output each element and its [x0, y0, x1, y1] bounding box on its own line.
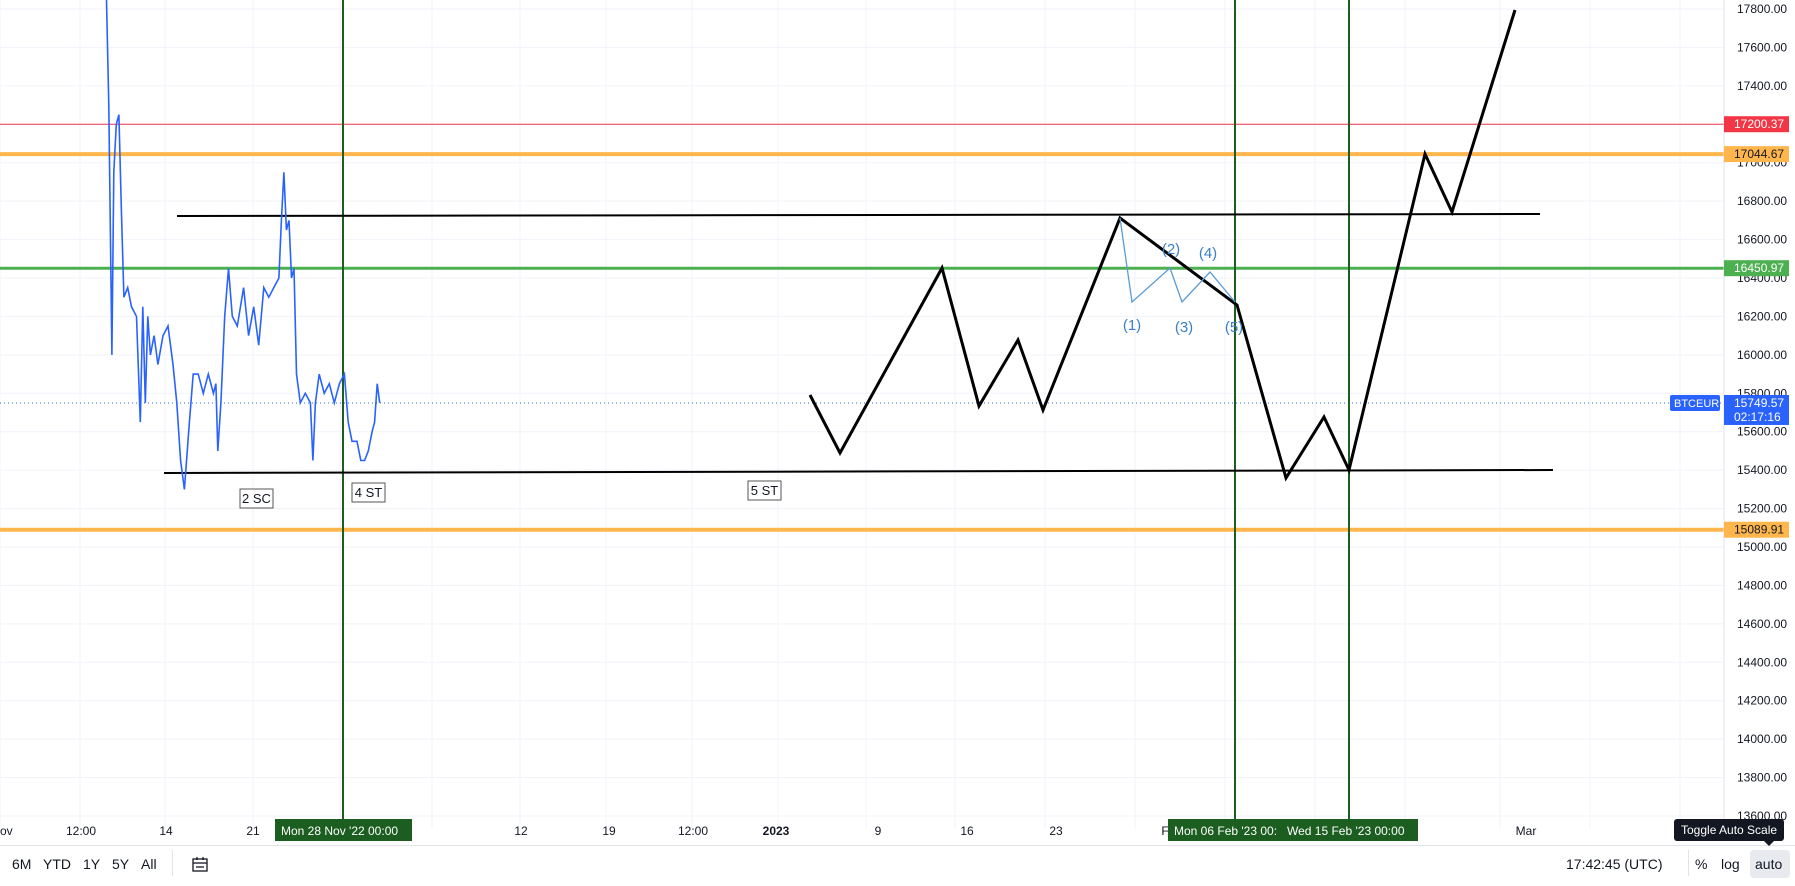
price-tick-label: 16200.00	[1737, 309, 1787, 323]
price-tick-label: 16600.00	[1737, 233, 1787, 247]
resistance-trendline	[176, 213, 1541, 217]
bottom-toolbar	[0, 845, 1795, 886]
price-tick-label: 16000.00	[1737, 348, 1787, 362]
auto-scale-button-bg[interactable]	[1750, 850, 1790, 878]
price-tick-label: 14400.00	[1737, 655, 1787, 669]
symbol-tag	[1670, 394, 1720, 411]
price-tick-label: 15000.00	[1737, 540, 1787, 554]
price-tick-label: 14800.00	[1737, 578, 1787, 592]
price-tick-label: 15600.00	[1737, 425, 1787, 439]
time-tick-label: 19	[602, 824, 616, 838]
price-tag-label: 15089.91	[1734, 523, 1784, 537]
price-tag-label: 16450.97	[1734, 261, 1784, 275]
price-tag	[1724, 260, 1789, 277]
time-tick-label: 12	[514, 824, 528, 838]
date-range-icon[interactable]	[191, 856, 209, 874]
time-tick-label: 9	[875, 824, 882, 838]
wave-sketch	[1119, 217, 1236, 304]
price-tick-label: 16800.00	[1737, 194, 1787, 208]
time-tick-label: 16	[960, 824, 974, 838]
price-tick-label: 15400.00	[1737, 463, 1787, 477]
range-5y-button[interactable]: 5Y	[112, 856, 130, 872]
price-tick-label: 17600.00	[1737, 40, 1787, 54]
time-marker-label: Mon 28 Nov '22 00:00	[281, 824, 398, 838]
price-series-line	[105, 0, 381, 490]
percent-scale-button[interactable]: %	[1695, 856, 1708, 872]
auto-scale-button[interactable]: auto	[1755, 856, 1783, 872]
time-marker-tag	[1168, 819, 1288, 841]
price-tick-label: 14600.00	[1737, 617, 1787, 631]
time-marker-label: Wed 15 Feb '23 00:00	[1287, 824, 1405, 838]
price-tag-label: 17200.37	[1734, 117, 1784, 131]
price-tag	[1724, 146, 1789, 163]
range-6m-button[interactable]: 6M	[12, 856, 32, 872]
price-chart[interactable]: (1)(2)(3)(4)(5)2 SC 4 ST 5 ST13600.0013800…	[0, 0, 1795, 845]
wave-label: (5)	[1225, 319, 1243, 336]
symbol-label: BTCEUR	[1674, 398, 1719, 410]
time-tick-label: 12:00	[66, 824, 96, 838]
toolbar-divider	[172, 850, 173, 876]
wyckoff-label-box	[747, 480, 782, 501]
time-tick-label: 12:00	[678, 824, 708, 838]
wyckoff-label-box	[239, 488, 274, 509]
wave-label: (1)	[1123, 317, 1141, 334]
price-tag-label: 17044.67	[1734, 147, 1784, 161]
price-tick-label: 14000.00	[1737, 732, 1787, 746]
price-tick-label: 14200.00	[1737, 694, 1787, 708]
wyckoff-label: 5 ST	[751, 483, 779, 498]
range-1y-button[interactable]: 1Y	[83, 856, 101, 872]
time-marker-label: Mon 06 Feb '23 00:	[1174, 824, 1277, 838]
time-tick-label: Mar	[1516, 824, 1537, 838]
range-all-button[interactable]: All	[141, 856, 157, 872]
support-trendline	[163, 469, 1554, 474]
log-scale-button[interactable]: log	[1721, 856, 1740, 872]
last-price-tag	[1724, 394, 1789, 425]
auto-scale-tooltip: Toggle Auto Scale	[1674, 819, 1785, 846]
toolbar-divider	[1688, 850, 1689, 876]
wave-label: (3)	[1175, 319, 1193, 336]
time-tick-label: 14	[159, 824, 173, 838]
time-tick-label: 23	[1049, 824, 1063, 838]
projection-path	[808, 9, 1517, 482]
price-tag	[1724, 521, 1789, 538]
price-tick-label: 17400.00	[1737, 79, 1787, 93]
wyckoff-label: 4 ST	[355, 485, 383, 500]
countdown-label: 02:17:16	[1734, 410, 1781, 424]
wave-label: (4)	[1199, 245, 1217, 262]
price-tick-label: 15200.00	[1737, 502, 1787, 516]
time-marker-tag	[275, 819, 412, 841]
price-tick-label: 13800.00	[1737, 771, 1787, 785]
time-tick-label: ov	[0, 824, 13, 838]
time-marker-tag	[1281, 819, 1418, 841]
price-tick-label: 17800.00	[1737, 2, 1787, 16]
range-ytd-button[interactable]: YTD	[43, 856, 71, 872]
time-tick-label: 2023	[763, 824, 790, 838]
time-tick-label: F	[1161, 824, 1168, 838]
wyckoff-label: 2 SC	[242, 491, 271, 506]
wave-label: (2)	[1162, 241, 1180, 258]
last-price-label: 15749.57	[1734, 396, 1784, 410]
time-tick-label: 21	[246, 824, 260, 838]
price-tag	[1724, 116, 1789, 133]
clock-readout[interactable]: 17:42:45 (UTC)	[1566, 856, 1663, 872]
wyckoff-label-box	[351, 482, 386, 503]
